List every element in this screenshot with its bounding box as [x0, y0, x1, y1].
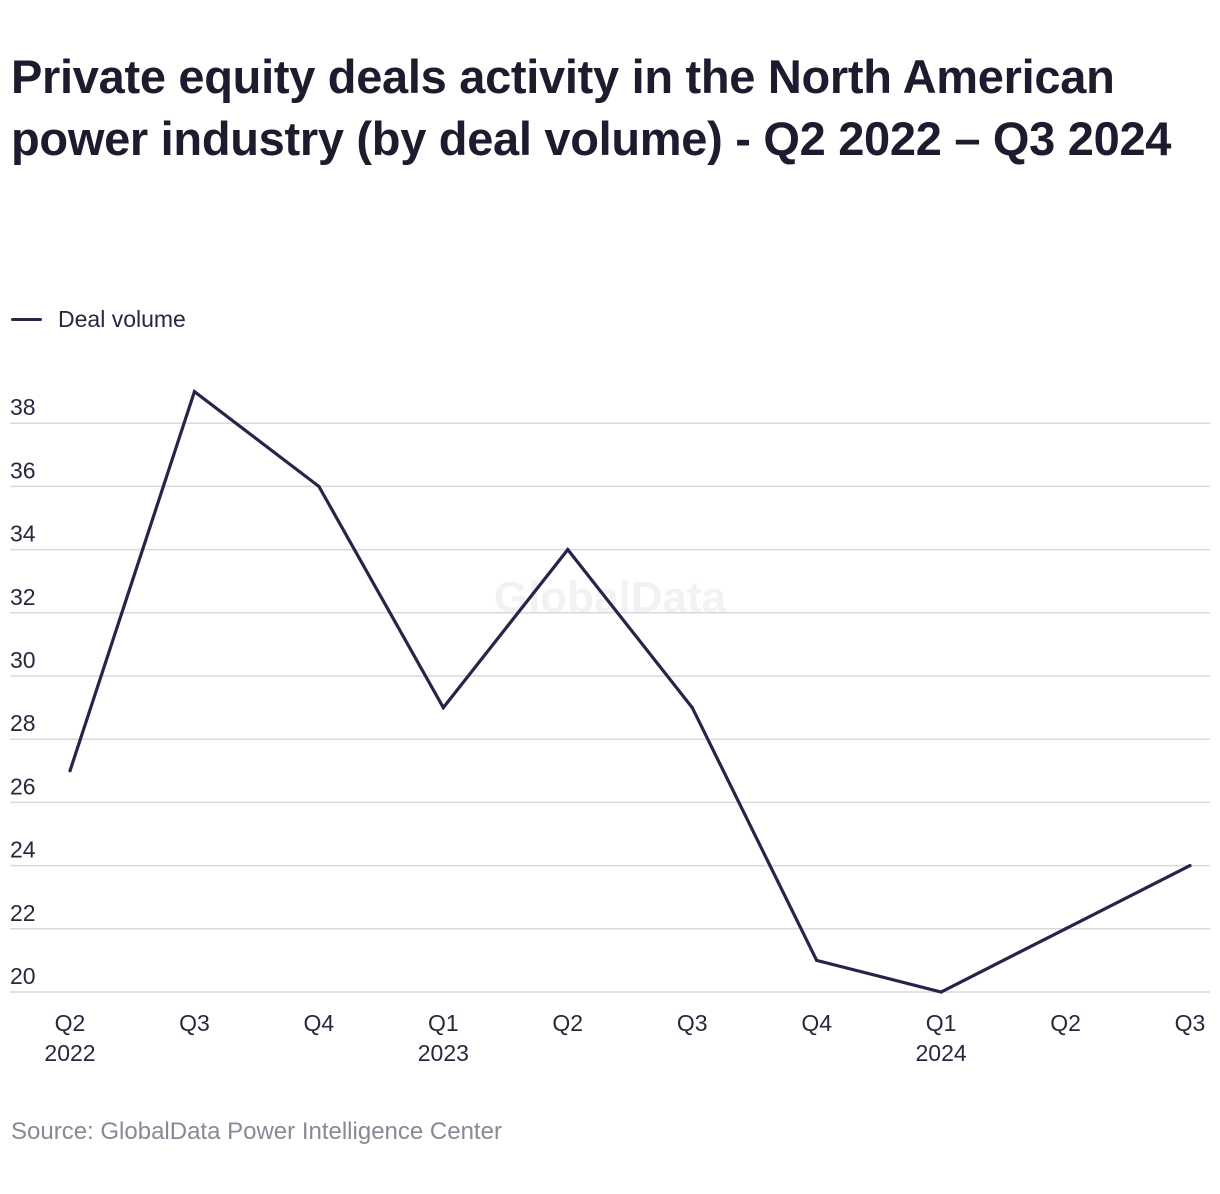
y-tick-label: 20	[10, 963, 36, 989]
x-tick-label: Q2	[1050, 1010, 1081, 1036]
x-tick-label: Q2	[552, 1010, 583, 1036]
y-tick-label: 38	[10, 394, 36, 420]
y-tick-label: 28	[10, 710, 36, 736]
x-tick-year-label: 2024	[916, 1040, 967, 1066]
data-point	[441, 706, 445, 710]
y-tick-label: 32	[10, 584, 36, 610]
x-axis-ticks: Q2 2022 Q3 Q4 Q1 2023 Q2 Q3 Q4 Q1 2024 Q2 Q3	[44, 1010, 1205, 1066]
data-point	[317, 484, 321, 488]
x-tick-year-label: 2023	[418, 1040, 469, 1066]
legend: Deal volume	[11, 306, 186, 333]
data-point	[690, 706, 694, 710]
x-tick-label: Q3	[1175, 1010, 1206, 1036]
y-tick-label: 34	[10, 521, 36, 547]
gridlines	[10, 422, 1210, 993]
watermark: GlobalData	[494, 573, 727, 622]
data-point	[1063, 927, 1068, 931]
y-tick-label: 22	[10, 900, 36, 926]
source-note: Source: GlobalData Power Intelligence Ce…	[11, 1118, 502, 1145]
data-point	[1188, 864, 1192, 868]
chart-title: Private equity deals activity in the Nor…	[11, 50, 1172, 165]
x-tick-label: Q1	[428, 1010, 459, 1036]
x-tick-label: Q2	[55, 1010, 86, 1036]
x-tick-label: Q3	[677, 1010, 708, 1036]
data-point	[192, 390, 197, 394]
legend-label: Deal volume	[58, 306, 186, 332]
y-tick-label: 24	[10, 837, 36, 863]
x-tick-label: Q1	[926, 1010, 957, 1036]
x-tick-year-label: 2022	[44, 1040, 95, 1066]
x-tick-label: Q4	[304, 1010, 335, 1036]
data-point	[815, 958, 819, 963]
data-point	[68, 769, 72, 773]
x-tick-label: Q4	[801, 1010, 832, 1036]
data-point	[566, 548, 570, 552]
y-tick-label: 26	[10, 773, 36, 799]
x-tick-label: Q3	[179, 1010, 210, 1036]
series-line	[68, 388, 1191, 994]
series-deal-volume	[68, 388, 1192, 994]
y-tick-label: 30	[10, 647, 36, 673]
legend-swatch	[11, 318, 42, 321]
y-axis-ticks: 20 22 24 26 28 30 32 34 36 38	[10, 394, 36, 989]
y-tick-label: 36	[10, 457, 36, 483]
data-point	[939, 990, 943, 994]
